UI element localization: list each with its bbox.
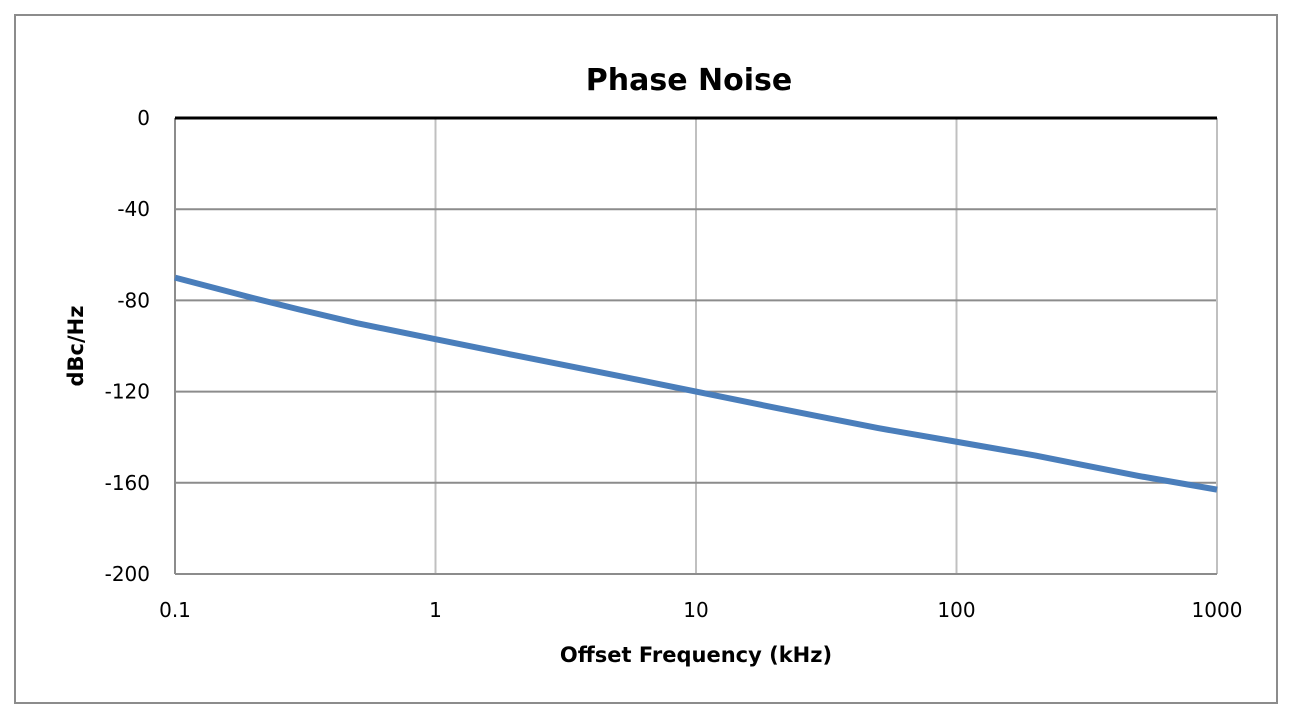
x-tick-label: 10 (683, 598, 708, 622)
series-line (174, 274, 1218, 493)
x-tick-label: 0.1 (159, 598, 191, 622)
chart-title: Phase Noise (586, 63, 792, 98)
y-axis-label: dBc/Hz (64, 306, 88, 387)
x-axis-label: Offset Frequency (kHz) (560, 643, 832, 667)
series-layer (174, 274, 1218, 493)
y-tick-label: -200 (105, 562, 150, 586)
x-tick-label: 1000 (1192, 598, 1243, 622)
chart-frame (14, 14, 1278, 704)
x-tick-label: 100 (937, 598, 975, 622)
axis-layer (174, 116, 1218, 575)
y-tick-labels: 0 -40 -80 -120 -160 -200 (105, 106, 150, 586)
y-tick-label: -40 (117, 197, 150, 221)
y-tick-label: -160 (105, 471, 150, 495)
x-tick-label: 1 (429, 598, 442, 622)
y-tick-label: -80 (117, 288, 150, 312)
grid-layer (175, 118, 1217, 574)
y-tick-label: 0 (137, 106, 150, 130)
x-tick-labels: 0.1 1 10 100 1000 (159, 598, 1242, 622)
y-tick-label: -120 (105, 380, 150, 404)
